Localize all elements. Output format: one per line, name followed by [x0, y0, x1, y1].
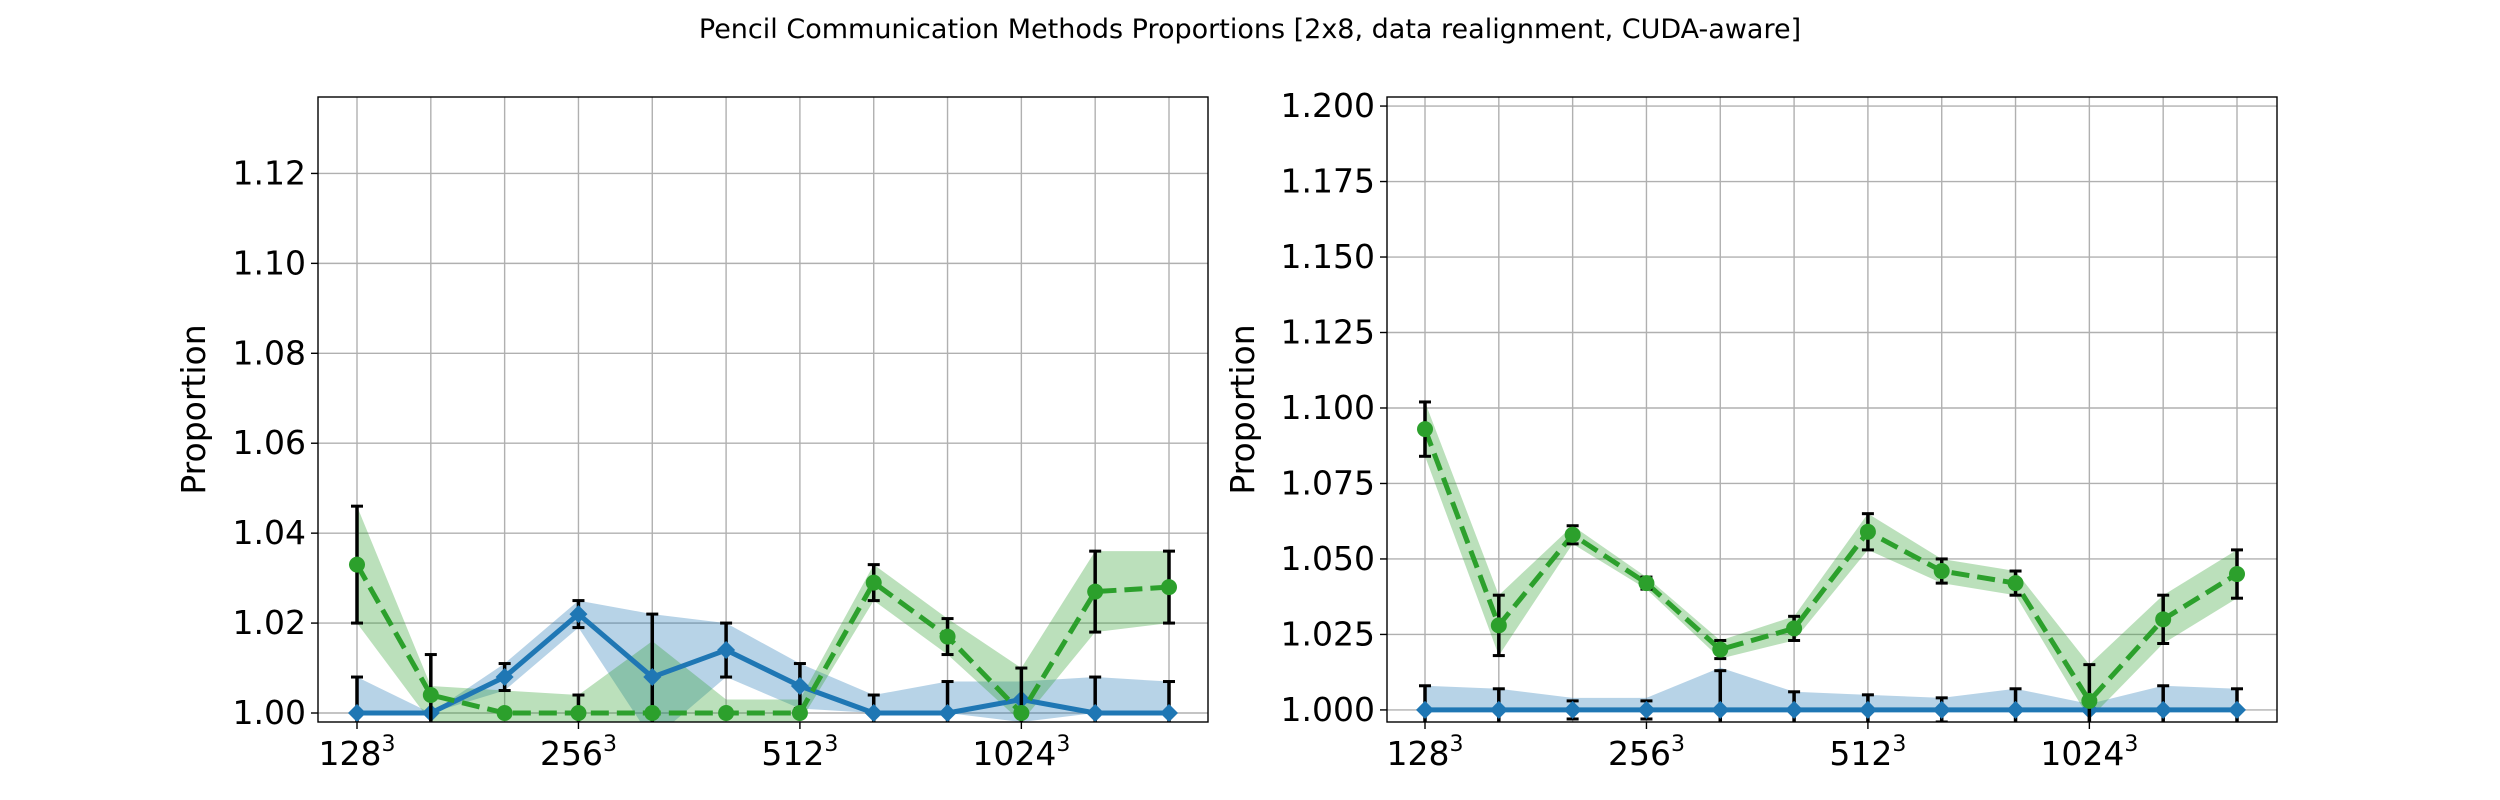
data-point	[717, 641, 736, 660]
y-tick-label: 1.02	[233, 603, 306, 642]
axes-frame	[1386, 96, 2278, 723]
series-2-line	[354, 563, 1170, 716]
data-point	[939, 628, 956, 645]
data-point	[718, 705, 735, 722]
data-point	[2155, 611, 2172, 628]
data-point	[1638, 575, 1655, 592]
data-point	[1161, 579, 1177, 596]
data-point	[1489, 700, 1508, 719]
y-tick-label: 1.150	[1281, 237, 1375, 276]
y-tick-label: 1.125	[1281, 313, 1375, 352]
series-2-band	[357, 506, 1169, 722]
data-point	[643, 668, 662, 687]
y-axis-label: Proportion	[1223, 324, 1262, 494]
y-tick-label: 1.075	[1281, 463, 1375, 502]
series-1-band	[1425, 667, 2237, 710]
data-point	[938, 704, 957, 722]
data-point	[1013, 705, 1030, 722]
y-axis-label: Proportion	[174, 324, 213, 494]
data-point	[496, 705, 513, 722]
x-tick-label: 5123	[761, 732, 838, 773]
x-tick-label: 2563	[540, 732, 617, 773]
series-1-line	[357, 611, 1169, 716]
y-tick-label: 1.04	[233, 513, 306, 552]
data-point	[348, 704, 366, 722]
y-tick-label: 1.175	[1281, 162, 1375, 201]
data-point	[1712, 641, 1729, 658]
data-point	[1490, 617, 1507, 634]
data-point	[2229, 566, 2245, 583]
data-point	[1858, 700, 1877, 719]
figure-title: Pencil Communication Methods Proportions…	[698, 14, 1802, 45]
y-tick-label: 1.050	[1281, 539, 1375, 578]
data-point	[1932, 700, 1951, 719]
x-tick-label: 10243	[972, 732, 1070, 773]
y-tick-label: 1.000	[1281, 690, 1375, 729]
y-tick-label: 1.200	[1281, 86, 1375, 125]
data-point	[2228, 700, 2246, 719]
data-point	[1637, 700, 1656, 719]
chart-panel-2: 1.000 1.025 1.050 1.075 1.100 1.125 1.150 1.175…	[1223, 86, 2278, 773]
chart-panel-1: 1.00 1.02 1.04 1.06 1.08 1.10 1.12 1283 2563 5123…	[174, 96, 1209, 773]
data-point	[1417, 421, 1433, 438]
series-2-line	[1422, 428, 2239, 704]
data-point	[790, 677, 809, 696]
data-point	[1086, 704, 1105, 722]
y-tick-label: 1.100	[1281, 388, 1375, 427]
x-tick-label: 1283	[1387, 732, 1464, 773]
data-point	[349, 556, 365, 573]
data-point	[1087, 583, 1104, 600]
x-tick-label: 1283	[319, 732, 396, 773]
y-tick-label: 1.025	[1281, 614, 1375, 653]
data-point	[644, 705, 661, 722]
data-point	[1711, 700, 1730, 719]
data-point	[791, 705, 808, 722]
x-tick-label: 5123	[1829, 732, 1906, 773]
data-point	[1785, 700, 1804, 719]
data-point	[1859, 523, 1876, 540]
data-point	[570, 705, 587, 722]
axes-frame	[317, 96, 1209, 723]
y-tick-label: 1.10	[233, 243, 306, 282]
data-point	[2154, 700, 2173, 719]
x-tick-label: 2563	[1608, 732, 1685, 773]
y-tick-label: 1.00	[233, 693, 306, 732]
x-tick-label: 10243	[2040, 732, 2138, 773]
y-tick-label: 1.12	[233, 153, 306, 192]
data-point	[2081, 692, 2098, 709]
data-point	[422, 687, 439, 704]
data-point	[1416, 700, 1434, 719]
data-point	[569, 605, 588, 624]
data-point	[864, 704, 883, 722]
data-point	[1564, 526, 1581, 543]
data-point	[865, 574, 882, 591]
data-point	[1786, 620, 1803, 637]
y-tick-label: 1.08	[233, 333, 306, 372]
data-point	[2006, 700, 2025, 719]
plot-area	[1416, 400, 2246, 722]
data-point	[1933, 563, 1950, 580]
plot-area	[348, 504, 1178, 722]
data-point	[1160, 704, 1178, 722]
data-point	[2007, 575, 2024, 592]
data-point	[495, 668, 514, 687]
y-tick-label: 1.06	[233, 423, 306, 462]
data-point	[1563, 700, 1582, 719]
